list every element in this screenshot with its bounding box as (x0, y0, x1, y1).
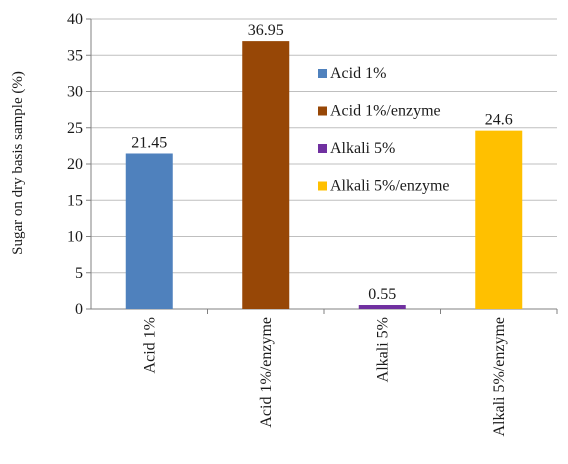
bars (125, 41, 523, 310)
legend-swatch (318, 144, 327, 153)
y-tick-label: 40 (67, 11, 83, 28)
y-tick-label: 35 (67, 47, 83, 64)
bar-2 (242, 41, 290, 310)
x-tick-label: Alkali 5% (374, 317, 391, 382)
data-label: 21.45 (131, 134, 167, 151)
bar-4 (475, 130, 523, 309)
legend-swatch (318, 69, 327, 78)
x-tick-label: Alkali 5%/enzyme (491, 317, 508, 437)
y-tick-label: 30 (67, 84, 83, 101)
legend-swatch (318, 181, 327, 191)
data-labels: 21.45 36.95 0.55 24.6 (131, 22, 513, 303)
bar-3 (358, 305, 406, 309)
bar-1 (125, 153, 173, 309)
legend-label: Acid 1% (330, 65, 386, 82)
x-tick-label: Acid 1%/enzyme (258, 317, 275, 428)
legend: Acid 1% Acid 1%/enzyme Alkali 5% Alkali 5%/… (318, 65, 450, 195)
data-label: 0.55 (368, 286, 396, 303)
y-axis-title: Sugar on dry basis sample (%) (10, 71, 26, 255)
y-tick-label: 15 (67, 192, 83, 209)
legend-label: Alkali 5%/enzyme (330, 178, 450, 195)
legend-label: Acid 1%/enzyme (330, 103, 441, 120)
data-label: 36.95 (248, 22, 284, 39)
y-tick-label: 20 (67, 156, 83, 173)
data-label: 24.6 (485, 112, 513, 129)
y-tick-label: 25 (67, 120, 83, 137)
y-tick-label: 10 (67, 229, 83, 246)
y-tick-label: 5 (75, 265, 83, 282)
x-tick-label: Acid 1% (141, 317, 158, 373)
legend-swatch (318, 106, 327, 116)
legend-label: Alkali 5% (330, 140, 395, 157)
y-tick-label: 0 (75, 301, 83, 318)
